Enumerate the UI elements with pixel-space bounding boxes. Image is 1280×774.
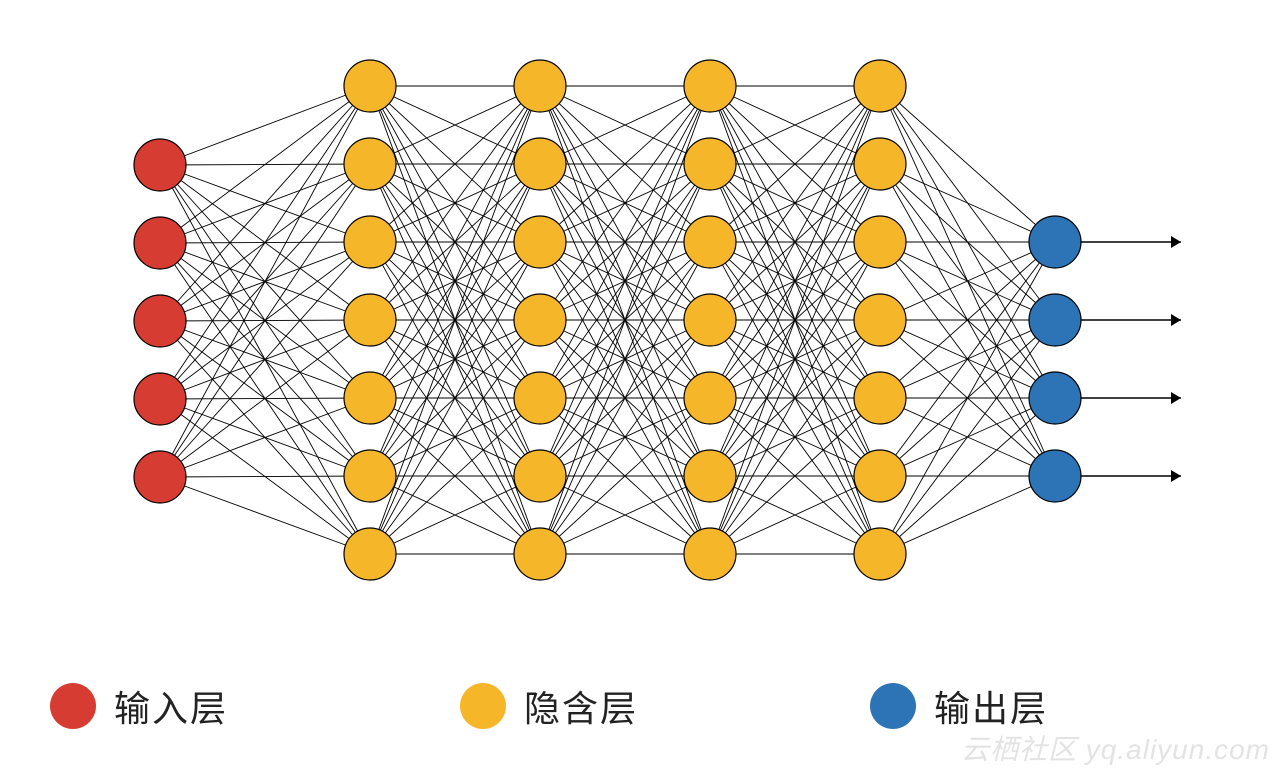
edge bbox=[160, 86, 370, 477]
legend-label-input: 输入层 bbox=[114, 680, 228, 732]
legend-item-output: 输出层 bbox=[870, 680, 1048, 732]
node-hidden2 bbox=[514, 450, 566, 502]
node-hidden3 bbox=[684, 216, 736, 268]
node-hidden4 bbox=[854, 60, 906, 112]
node-hidden4 bbox=[854, 450, 906, 502]
node-hidden1 bbox=[344, 216, 396, 268]
node-hidden1 bbox=[344, 60, 396, 112]
output-arrow-head bbox=[1171, 236, 1181, 248]
edge bbox=[160, 476, 370, 477]
edge bbox=[160, 86, 370, 321]
node-hidden1 bbox=[344, 294, 396, 346]
edge bbox=[880, 164, 1055, 242]
edge bbox=[160, 242, 370, 477]
node-hidden1 bbox=[344, 372, 396, 424]
legend-item-hidden: 隐含层 bbox=[460, 680, 638, 732]
node-hidden4 bbox=[854, 216, 906, 268]
neural-network-diagram bbox=[0, 0, 1280, 774]
node-hidden3 bbox=[684, 528, 736, 580]
node-hidden2 bbox=[514, 216, 566, 268]
node-output bbox=[1029, 216, 1081, 268]
node-input bbox=[134, 451, 186, 503]
node-hidden2 bbox=[514, 294, 566, 346]
node-hidden3 bbox=[684, 294, 736, 346]
node-hidden4 bbox=[854, 528, 906, 580]
edge bbox=[160, 86, 370, 165]
legend-dot-hidden bbox=[460, 683, 506, 729]
node-hidden4 bbox=[854, 138, 906, 190]
output-arrow-head bbox=[1171, 470, 1181, 482]
node-hidden2 bbox=[514, 372, 566, 424]
edge bbox=[880, 320, 1055, 554]
edge bbox=[160, 477, 370, 554]
node-input bbox=[134, 217, 186, 269]
node-output bbox=[1029, 372, 1081, 424]
node-hidden2 bbox=[514, 60, 566, 112]
legend-label-hidden: 隐含层 bbox=[524, 680, 638, 732]
node-hidden1 bbox=[344, 138, 396, 190]
legend-dot-output bbox=[870, 683, 916, 729]
legend-item-input: 输入层 bbox=[50, 680, 228, 732]
node-hidden4 bbox=[854, 372, 906, 424]
node-hidden3 bbox=[684, 450, 736, 502]
output-arrow-head bbox=[1171, 314, 1181, 326]
output-arrow-head bbox=[1171, 392, 1181, 404]
edge bbox=[880, 476, 1055, 554]
node-hidden1 bbox=[344, 450, 396, 502]
node-hidden3 bbox=[684, 372, 736, 424]
node-output bbox=[1029, 450, 1081, 502]
node-hidden4 bbox=[854, 294, 906, 346]
node-hidden2 bbox=[514, 528, 566, 580]
node-hidden1 bbox=[344, 528, 396, 580]
node-hidden3 bbox=[684, 138, 736, 190]
node-output bbox=[1029, 294, 1081, 346]
legend-dot-input bbox=[50, 683, 96, 729]
node-input bbox=[134, 373, 186, 425]
node-input bbox=[134, 139, 186, 191]
node-hidden2 bbox=[514, 138, 566, 190]
node-hidden3 bbox=[684, 60, 736, 112]
edge bbox=[160, 398, 370, 477]
node-input bbox=[134, 295, 186, 347]
legend-label-output: 输出层 bbox=[934, 680, 1048, 732]
